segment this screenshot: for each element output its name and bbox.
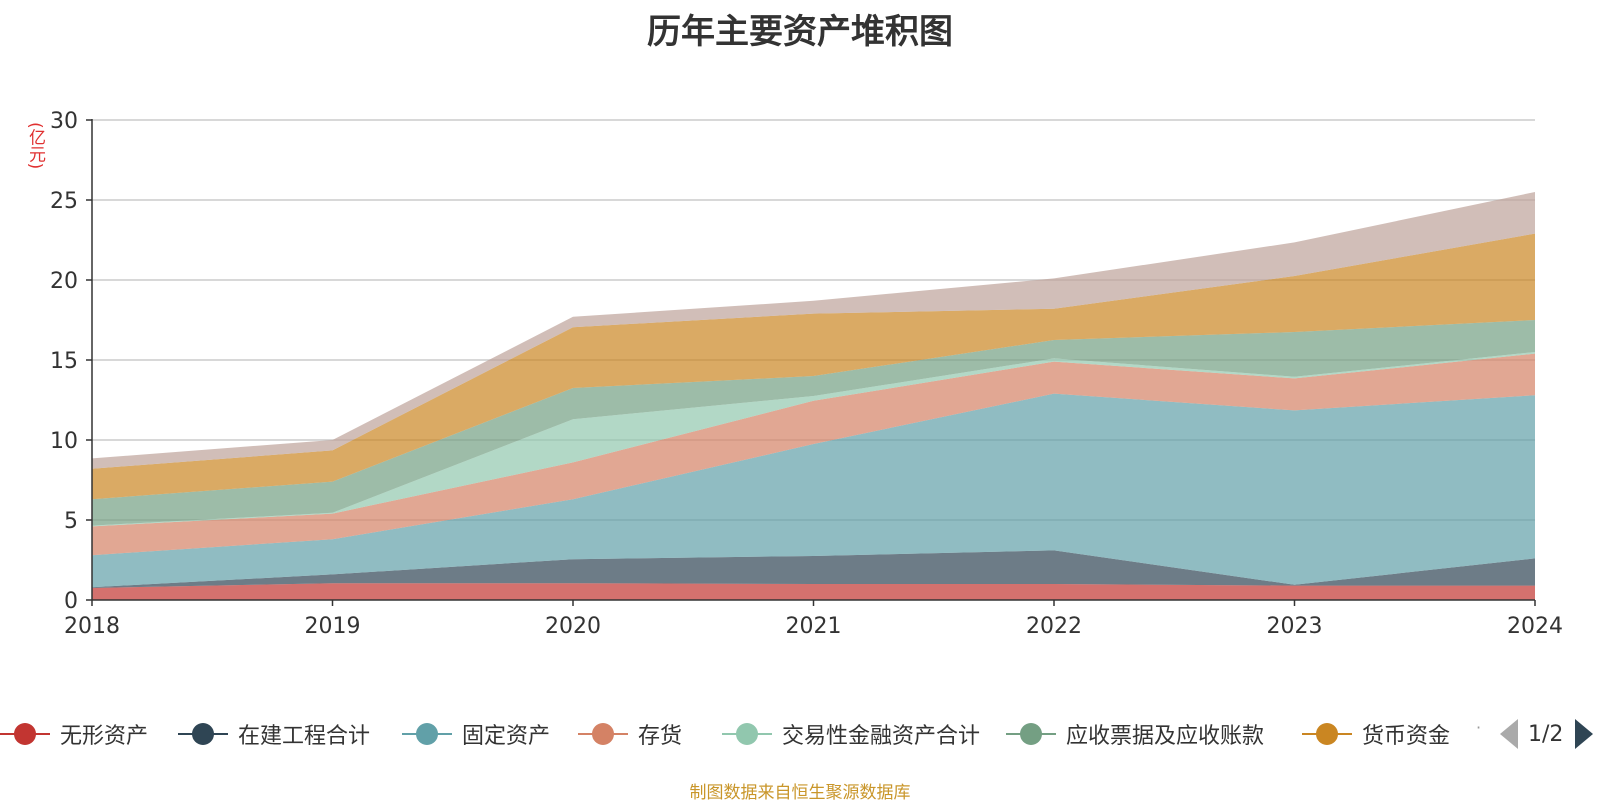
x-tick-label: 2019 <box>305 614 361 639</box>
legend-label: 交易性金融资产合计 <box>782 724 981 749</box>
y-tick-label: 15 <box>50 349 78 374</box>
x-tick-label: 2018 <box>64 614 120 639</box>
chart-title: 历年主要资产堆积图 <box>647 12 953 52</box>
area-series-5 <box>92 352 1535 527</box>
legend-item-6[interactable]: 应收票据及应收账款 <box>1006 715 1264 753</box>
legend-pager: 1/2 <box>1500 715 1594 753</box>
area-series-6 <box>92 320 1535 526</box>
x-tick-label: 2022 <box>1026 614 1082 639</box>
data-source-note: 制图数据来自恒生聚源数据库 <box>689 783 911 803</box>
legend-label: 应收票据及应收账款 <box>1066 724 1265 749</box>
legend-label: 固定资产 <box>462 724 551 749</box>
x-tick-label: 2023 <box>1267 614 1323 639</box>
y-axis-unit-label: (亿元) <box>25 122 45 170</box>
legend-label: 无形资产 <box>60 724 149 749</box>
legend-item-5[interactable]: 交易性金融资产合计 <box>722 715 980 753</box>
y-tick-label: 0 <box>64 589 78 614</box>
legend-marker-icon <box>1006 715 1056 753</box>
legend-marker-icon <box>722 715 772 753</box>
legend-marker-icon <box>178 715 228 753</box>
x-tick-label: 2021 <box>786 614 842 639</box>
legend-page-indicator: 1/2 <box>1528 721 1564 747</box>
y-tick-label: 10 <box>50 429 78 454</box>
x-tick-label: 2020 <box>545 614 601 639</box>
stacked-area-chart: 0 5 10 15 20 25 30 2018 2019 2020 2021 2022 2023 2024 <box>50 109 1563 639</box>
y-tick-label: 30 <box>50 109 78 134</box>
area-series-3 <box>92 393 1535 588</box>
legend-label: 存货 <box>638 724 683 749</box>
y-tick-label: 25 <box>50 189 78 214</box>
legend-marker-icon <box>1302 715 1352 753</box>
legend-next-page-icon[interactable] <box>1575 719 1594 749</box>
x-tick-label: 2024 <box>1507 614 1563 639</box>
legend: 无形资产 在建工程合计 固定资产 存货 交易性金融资产合计 应收票据及应收账款 货币资金 <box>0 715 1600 753</box>
legend-marker-icon <box>402 715 452 753</box>
legend-marker-icon <box>578 715 628 753</box>
legend-prev-page-icon[interactable] <box>1500 719 1518 749</box>
legend-item-3[interactable]: 固定资产 <box>402 715 550 753</box>
area-series-8 <box>92 192 1535 469</box>
legend-marker-icon <box>0 715 50 753</box>
axes: 0 5 10 15 20 25 30 2018 2019 2020 2021 2022 2023 2024 <box>50 109 1563 639</box>
area-series-7 <box>92 233 1535 500</box>
legend-label: 货币资金 <box>1362 724 1451 749</box>
legend-item-1[interactable]: 无形资产 <box>0 715 148 753</box>
legend-item-2[interactable]: 在建工程合计 <box>178 715 370 753</box>
legend-item-7[interactable]: 货币资金 <box>1302 715 1450 753</box>
area-series-4 <box>92 353 1535 556</box>
y-tick-label: 20 <box>50 269 78 294</box>
area-series-2 <box>92 550 1535 588</box>
legend-label: 在建工程合计 <box>238 724 371 749</box>
legend-overflow-dot: · <box>1476 718 1482 737</box>
area-series <box>92 192 1535 600</box>
area-series-1 <box>92 583 1535 600</box>
legend-item-4[interactable]: 存货 <box>578 715 682 753</box>
y-tick-label: 5 <box>64 509 78 534</box>
